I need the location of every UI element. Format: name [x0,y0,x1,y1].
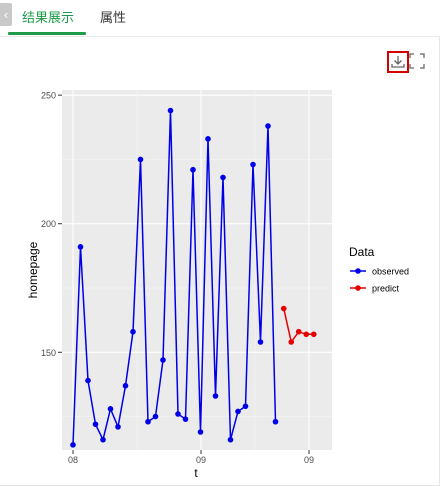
legend: Data observed predict [349,245,409,294]
observed-point [152,413,159,420]
download-icon [391,56,405,68]
legend-marker-predict [355,285,361,291]
observed-point [182,416,189,422]
observed-point [257,339,264,345]
observed-point [70,442,76,448]
predict-point [295,328,302,335]
predict-point [303,331,310,338]
observed-point [272,418,279,425]
legend-label-predict: predict [372,284,400,294]
observed-point [100,436,106,443]
tab-bar: ‹ 结果展示 属性 [0,0,440,37]
download-button[interactable] [387,51,409,73]
y-tick-label: 150 [41,348,56,358]
x-tick-label: 08 [68,455,78,465]
predict-point [310,331,317,338]
chevron-left-icon[interactable]: ‹ [0,3,12,26]
observed-point [265,123,271,129]
grid [62,90,332,450]
observed-point [212,393,219,399]
series-layer [70,107,317,448]
observed-point [160,357,166,363]
plot-background [62,90,332,450]
y-tick-label: 200 [41,219,56,229]
axis-ticks: 150 200 250 08 09 09 [41,91,314,465]
observed-point [107,406,114,412]
observed-point [137,156,144,163]
observed-point [250,161,256,168]
predict-point [280,305,287,312]
observed-point [205,136,211,142]
fullscreen-icon [409,53,425,69]
observed-point [197,429,204,435]
observed-point [115,424,121,430]
observed-point [227,436,234,443]
active-tab-indicator [8,32,86,35]
legend-title: Data [349,245,375,259]
x-tick-label: 09 [196,455,206,465]
predict-point [288,339,295,345]
x-tick-label: 09 [304,455,314,465]
observed-point [130,328,136,335]
y-axis-label: homepage [26,241,40,298]
observed-point [175,411,181,417]
legend-label-observed: observed [372,267,409,277]
observed-point [145,418,151,425]
y-tick-label: 250 [41,91,56,101]
fullscreen-button[interactable] [409,53,427,71]
observed-point [235,408,241,415]
observed-point [167,107,174,114]
tab-properties[interactable]: 属性 [100,10,127,25]
observed-point [92,421,99,428]
observed-point [77,244,84,250]
observed-point [242,403,249,410]
observed-point [220,174,226,181]
tab-results[interactable]: 结果展示 [22,10,75,25]
legend-marker-observed [355,268,361,274]
observed-line [72,110,277,445]
x-axis-label: t [194,466,198,480]
observed-point [85,377,91,384]
observed-point [190,166,196,173]
observed-point [122,382,129,389]
